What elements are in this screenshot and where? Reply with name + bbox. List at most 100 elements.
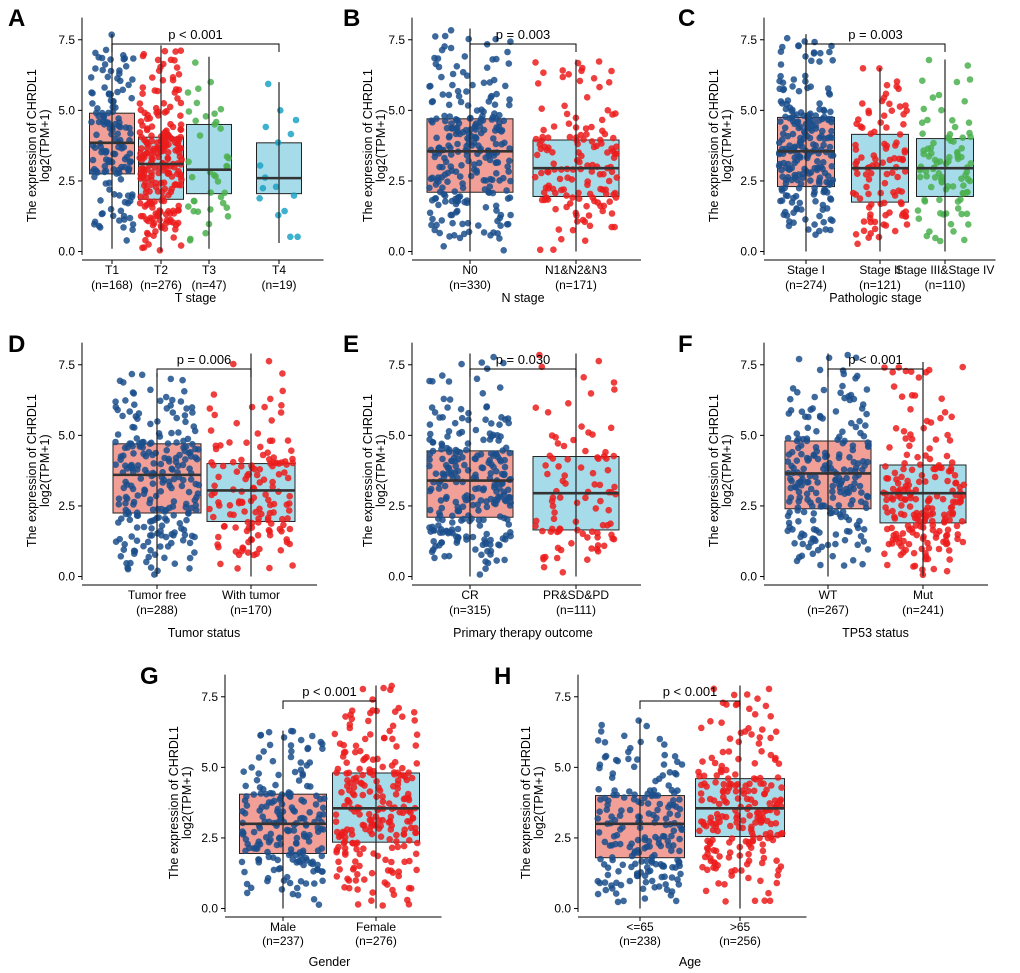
panel-c-group-2-point bbox=[960, 182, 967, 189]
panel-g-group-1-point bbox=[406, 857, 413, 865]
panel-b-group-1-point bbox=[538, 169, 545, 177]
panel-f-group-1-point bbox=[890, 383, 898, 390]
panel-d-group-0-point bbox=[173, 439, 180, 446]
panel-d-group-1-points bbox=[206, 357, 297, 572]
panel-c-group-1-point bbox=[888, 107, 896, 114]
panel-e-group-1-point bbox=[610, 379, 618, 386]
panel-g-group-0-point bbox=[288, 804, 296, 811]
panel-f-group-1-point bbox=[917, 523, 924, 530]
panel-c-group-1-point bbox=[895, 187, 902, 194]
panel-a-ytick-label: 5.0 bbox=[58, 103, 75, 117]
panel-d-group-0-point bbox=[179, 376, 186, 384]
panel-c-group-2-point bbox=[914, 207, 922, 214]
panel-b-group-0-point bbox=[496, 111, 503, 119]
panel-c-group-1-point bbox=[902, 102, 909, 109]
panel-f-group-1-point bbox=[936, 527, 943, 535]
panel-f-group-1-point bbox=[930, 565, 938, 573]
panel-b-group-0-point bbox=[441, 192, 449, 200]
panel-f-group-1-point bbox=[891, 513, 898, 521]
panel-c-group-1-point bbox=[880, 112, 888, 119]
panel-c-group-0-point bbox=[820, 113, 828, 121]
panel-c-group-0-point bbox=[790, 194, 797, 202]
panel-d-group-0-point bbox=[138, 438, 146, 446]
panel-e-group-1-point bbox=[587, 390, 595, 397]
panel-a-group-1-label: T2 bbox=[154, 263, 168, 277]
panel-h-group-1-point bbox=[758, 859, 766, 867]
panel-e-group-0-point bbox=[459, 503, 467, 511]
panel-b-group-0-point bbox=[505, 168, 512, 175]
panel-h-group-1-point bbox=[748, 731, 755, 738]
panel-d-group-0-point bbox=[130, 498, 138, 506]
panel-h-group-1-point bbox=[716, 853, 723, 860]
panel-f-group-1-point bbox=[884, 509, 891, 516]
panel-a-group-1-point bbox=[172, 226, 179, 233]
panel-e-group-0-point bbox=[439, 516, 446, 524]
panel-c-group-2-point bbox=[919, 77, 926, 84]
panel-b-group-0-point bbox=[449, 70, 457, 78]
panel-e-group-1-point bbox=[554, 440, 562, 447]
panel-b-group-0-point bbox=[454, 194, 462, 201]
panel-g-group-0-point bbox=[288, 850, 295, 857]
panel-h-group-1-point bbox=[761, 897, 768, 904]
panel-f-group-1-point bbox=[920, 424, 927, 432]
panel-b-group-1-point bbox=[552, 205, 559, 213]
panel-c-group-1-point bbox=[862, 171, 870, 178]
panel-f-group-1-point bbox=[926, 455, 934, 463]
panel-d-group-0-point bbox=[177, 398, 185, 405]
panel-c-group-2-point bbox=[958, 210, 965, 218]
panel-d-group-0-point bbox=[183, 405, 190, 412]
panel-e-group-1-point bbox=[559, 569, 567, 576]
panel-e-group-0-point bbox=[458, 414, 466, 422]
panel-d-group-1-point bbox=[267, 501, 274, 509]
panel-d-group-0-point bbox=[134, 512, 142, 519]
panel-c-group-2-point bbox=[938, 179, 946, 186]
panel-c-group-0-point bbox=[829, 176, 837, 184]
panel-h-group-1-point bbox=[724, 775, 732, 782]
panel-e-group-0-point bbox=[496, 384, 504, 391]
panel-h-group-0-point bbox=[597, 796, 604, 803]
panel-a-group-0-point bbox=[120, 143, 128, 151]
panel-c-group-0-n: (n=274) bbox=[785, 278, 827, 292]
panel-c-group-0-point bbox=[824, 85, 832, 92]
panel-b-group-0-point bbox=[489, 113, 497, 121]
panel-h-group-1-point bbox=[707, 718, 714, 725]
panel-f-group-1-point bbox=[884, 561, 891, 569]
panel-e-group-0-point bbox=[472, 485, 479, 493]
panel-g-group-0-point bbox=[319, 877, 326, 885]
panel-a-group-1-point bbox=[177, 242, 185, 249]
panel-f-group-1-point bbox=[889, 368, 896, 376]
panel-d-group-1-point bbox=[238, 547, 246, 555]
panel-g-group-1-point bbox=[382, 856, 389, 864]
panel-g-group-1-point bbox=[373, 793, 380, 800]
panel-d-group-1-point bbox=[262, 491, 269, 498]
panel-d-group-0-point bbox=[129, 442, 136, 450]
panel-g-group-1-point bbox=[367, 709, 374, 717]
panel-c-group-0-point bbox=[828, 163, 836, 170]
panel-b-ylabel: The expression of CHRDL1log2(TPM+1) bbox=[361, 69, 388, 222]
panel-c-group-1-point bbox=[853, 120, 860, 128]
panel-a-group-3-point bbox=[277, 107, 284, 114]
panel-e-group-1-point bbox=[555, 463, 562, 470]
panel-g-group-1-point bbox=[365, 717, 372, 725]
panel-e-group-1-point bbox=[539, 527, 546, 535]
panel-g-group-1-point bbox=[404, 896, 411, 904]
panel-c-group-2-point bbox=[949, 183, 957, 190]
panel-h-group-0-point bbox=[596, 879, 604, 887]
panel-g-group-0-point bbox=[269, 757, 277, 765]
panel-f-group-1-point bbox=[882, 463, 889, 470]
panel-e-group-0-point bbox=[463, 492, 471, 499]
panel-e-letter: E bbox=[343, 331, 359, 358]
panel-c-group-0-point bbox=[779, 130, 787, 137]
panel-d-group-0-point bbox=[114, 431, 122, 438]
panel-h-group-1-point bbox=[697, 781, 705, 789]
panel-c-group-2-point bbox=[954, 198, 962, 205]
panel-h-group-1-point bbox=[710, 685, 718, 693]
panel-b-group-0-point bbox=[441, 112, 448, 120]
panel-d-group-0-point bbox=[122, 462, 129, 470]
panel-g-group-1-point bbox=[333, 846, 341, 854]
panel-f-group-0-point bbox=[803, 454, 811, 462]
panel-g-group-0-point bbox=[304, 744, 312, 752]
panel-c-group-0-point bbox=[810, 50, 818, 57]
panel-g-group-0-point bbox=[253, 845, 261, 852]
panel-g-group-1-point bbox=[352, 778, 360, 785]
